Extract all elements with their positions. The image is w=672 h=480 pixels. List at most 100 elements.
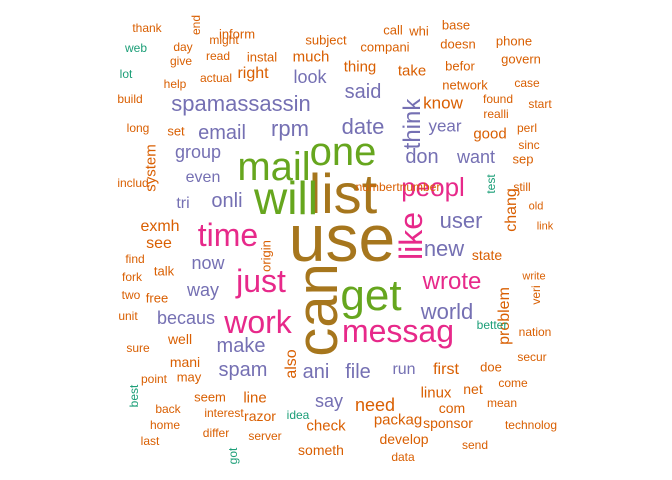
word-state: state [471,247,503,263]
word-first: first [433,361,459,378]
word-subject: subject [305,32,347,48]
word-old: old [528,200,544,213]
word-exmh: exmh [140,218,180,235]
word-last: last [140,434,160,448]
word-thing: thing [343,58,377,76]
word-instal: instal [246,49,278,65]
word-messag: messag [341,313,455,349]
word-world: world [420,299,474,324]
word-talk: talk [153,263,175,279]
word-even: even [185,169,221,186]
word-like: like [393,211,429,261]
word-just: just [236,263,286,299]
word-say: say [314,391,344,411]
word-lot: lot [119,67,133,81]
word-take: take [397,62,427,80]
word-chang: chang [503,188,520,232]
word-sep: sep [512,151,534,167]
word-will: will [254,172,318,224]
word-line: line [243,389,267,407]
word-also: also [283,349,300,379]
word-case: case [514,76,540,90]
word-time: time [197,217,259,253]
word-compani: compani [360,39,410,55]
word-give: give [169,54,193,68]
word-build: build [117,92,143,106]
word-find: find [125,252,145,266]
word-base: base [441,17,471,33]
word-come: come [498,376,528,390]
word-group: group [174,142,222,162]
word-long: long [126,121,150,135]
word-may: may [176,369,202,385]
word-well: well [167,331,193,347]
word-seem: seem [194,389,226,405]
word-peopl: peopl [401,172,465,202]
word-home: home [149,418,181,432]
word-origin: origin [258,240,274,272]
word-becaus: becaus [156,308,216,328]
word-someth: someth [298,442,344,458]
word-said: said [344,81,382,103]
word-net: net [463,381,483,397]
word-end: end [189,14,203,36]
word-server: server [248,429,282,443]
word-new: new [423,236,465,261]
word-web: web [124,41,148,55]
word-check: check [306,417,346,435]
word-sponsor: sponsor [423,415,473,431]
word-can: can [285,263,350,357]
word-spam: spam [218,359,268,381]
word-sure: sure [126,341,150,355]
word-realli: realli [483,107,509,121]
word-packag: packag [373,411,423,429]
word-interest: interest [204,406,244,420]
word-year: year [428,116,462,136]
word-problem: problem [496,287,513,345]
word-don: don [405,146,439,168]
word-still: still [513,180,531,194]
word-perl: perl [516,121,538,135]
word-sinc: sinc [518,138,540,152]
word-write: write [522,270,546,283]
word-ani: ani [302,361,330,383]
word-idea: idea [286,408,310,422]
word-right: right [237,65,269,82]
word-numbertnumber: numbertnumber [355,180,441,194]
word-differ: differ [202,426,230,440]
word-linux: linux [420,384,452,402]
word-secur: secur [517,350,547,364]
word-onli: onli [211,190,243,212]
word-get: get [340,271,402,320]
word-network: network [442,77,488,93]
word-read: read [205,49,231,63]
word-inform: inform [218,26,256,42]
word-date: date [341,114,385,139]
word-need: need [354,395,396,415]
word-veri: veri [529,285,543,305]
word-want: want [456,147,496,167]
word-file: file [345,361,371,383]
word-list: list [308,162,378,225]
word-befor: befor [445,58,475,74]
word-test: test [484,174,498,194]
word-now: now [191,253,225,273]
word-doesn: doesn [440,36,476,52]
word-technolog: technolog [504,418,558,432]
word-make: make [216,335,266,357]
word-one: one [309,130,377,174]
word-send: send [461,438,489,452]
word-way: way [186,280,220,300]
word-look: look [293,67,327,87]
word-think: think [399,98,426,150]
word-whi: whi [409,23,429,39]
word-much: much [292,48,330,66]
word-might: might [209,33,239,47]
word-data: data [391,450,415,464]
word-develop: develop [379,431,429,447]
word-mail: mail [237,145,311,189]
word-spamassassin: spamassassin [171,91,311,116]
word-back: back [155,402,181,416]
word-day: day [173,40,193,54]
